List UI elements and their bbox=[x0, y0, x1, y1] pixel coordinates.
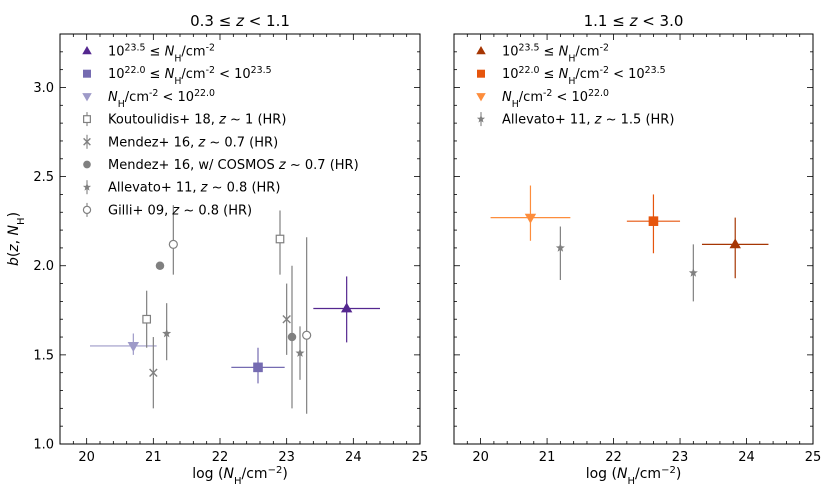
panel-2: 1.1 ≤ z < 3.0 20 21 22 23 24 25 log (NH/cm−2) 10… bbox=[453, 12, 822, 487]
legend-marker bbox=[476, 93, 486, 102]
legend-label: Mendez+ 16, w/ COSMOS z ~ 0.7 (HR) bbox=[108, 158, 359, 173]
series-1 bbox=[313, 276, 380, 343]
legend-label: 1022.0 ≤ NH/cm-2 < 1023.5 bbox=[108, 65, 272, 87]
series-6 bbox=[155, 261, 297, 409]
data-point bbox=[155, 261, 165, 270]
x-tick-label: 23 bbox=[278, 450, 295, 465]
legend-marker bbox=[83, 137, 91, 146]
plot-frame bbox=[453, 33, 814, 445]
legend-marker bbox=[477, 69, 485, 78]
legend-label: Gilli+ 09, z ~ 0.8 (HR) bbox=[108, 203, 252, 218]
data-point bbox=[282, 314, 291, 324]
x-tick-label: 25 bbox=[412, 450, 429, 465]
legend-marker bbox=[82, 205, 92, 215]
data-point bbox=[729, 238, 741, 249]
panel-title: 1.1 ≤ z < 3.0 bbox=[584, 12, 684, 30]
series-3 bbox=[490, 185, 571, 241]
data-point bbox=[555, 243, 565, 252]
data-point bbox=[287, 332, 297, 342]
series-7 bbox=[162, 303, 305, 380]
legend-label: Allevato+ 11, z ~ 1.5 (HR) bbox=[502, 113, 674, 128]
series-2 bbox=[231, 347, 285, 384]
legend-marker bbox=[83, 160, 91, 169]
x-tick-label: 21 bbox=[145, 450, 162, 465]
plot-frame bbox=[59, 33, 421, 445]
series-4 bbox=[555, 226, 698, 302]
x-tick-label: 25 bbox=[805, 450, 822, 465]
data-point bbox=[340, 302, 353, 313]
y-tick-label: 3.0 bbox=[33, 81, 54, 96]
y-tick-label: 2.0 bbox=[33, 259, 54, 274]
panel-title: 0.3 ≤ z < 1.1 bbox=[190, 12, 290, 30]
series-3 bbox=[90, 333, 157, 355]
data-point bbox=[302, 330, 312, 340]
legend-marker bbox=[476, 46, 486, 55]
legend-marker bbox=[476, 114, 486, 123]
y-tick-label: 1.0 bbox=[33, 438, 54, 453]
data-point bbox=[149, 368, 158, 377]
series-1 bbox=[701, 217, 769, 279]
data-point bbox=[168, 239, 178, 249]
y-tick-label: 1.5 bbox=[33, 348, 54, 363]
legend-marker bbox=[83, 115, 91, 124]
x-tick-label: 22 bbox=[605, 450, 622, 465]
x-tick-label: 24 bbox=[345, 450, 362, 465]
legend-label: 1023.5 ≤ NH/cm-2 bbox=[108, 42, 215, 64]
x-axis-label: log (NH/cm−2) bbox=[586, 465, 682, 487]
legend-marker bbox=[82, 93, 92, 102]
y-axis-label: b(z, NH) bbox=[6, 212, 27, 266]
data-point bbox=[688, 268, 698, 277]
legend-label: NH/cm-2 < 1022.0 bbox=[502, 87, 609, 109]
series-4 bbox=[142, 210, 285, 348]
panel-1: 0.3 ≤ z < 1.1 20 21 22 23 24 25 1.0 1.5 2.0 2.5 3.0… bbox=[6, 12, 428, 487]
legend-label: Allevato+ 11, z ~ 0.8 (HR) bbox=[108, 181, 280, 196]
legend-label: NH/cm-2 < 1022.0 bbox=[108, 87, 215, 109]
series-5 bbox=[149, 283, 291, 409]
x-tick-label: 24 bbox=[738, 450, 755, 465]
series-2 bbox=[626, 194, 681, 254]
data-point bbox=[524, 213, 537, 224]
data-point bbox=[142, 314, 152, 324]
series-8 bbox=[168, 205, 312, 414]
data-point bbox=[127, 342, 140, 352]
x-tick-label: 22 bbox=[212, 450, 229, 465]
x-tick-label: 21 bbox=[539, 450, 556, 465]
legend-label: 1023.5 ≤ NH/cm-2 bbox=[502, 42, 609, 64]
data-point bbox=[162, 328, 172, 338]
x-axis-label: log (NH/cm−2) bbox=[192, 465, 288, 487]
data-point bbox=[253, 362, 263, 373]
legend-label: Koutoulidis+ 18, z ~ 1 (HR) bbox=[108, 113, 286, 128]
data-point bbox=[648, 216, 659, 226]
legend-marker bbox=[83, 69, 91, 78]
legend-label: Mendez+ 16, z ~ 0.7 (HR) bbox=[108, 135, 278, 150]
legend-marker bbox=[82, 182, 92, 191]
x-tick-label: 20 bbox=[472, 450, 489, 465]
data-point bbox=[275, 234, 285, 244]
x-tick-label: 23 bbox=[672, 450, 689, 465]
y-tick-label: 2.5 bbox=[33, 170, 54, 185]
legend-marker bbox=[82, 46, 92, 55]
data-point bbox=[295, 348, 305, 357]
x-tick-label: 20 bbox=[78, 450, 95, 465]
legend-label: 1022.0 ≤ NH/cm-2 < 1023.5 bbox=[502, 65, 666, 87]
